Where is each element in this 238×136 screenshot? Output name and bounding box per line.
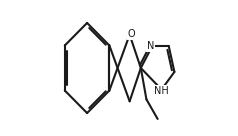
Text: N: N <box>147 41 155 51</box>
Text: NH: NH <box>154 86 169 96</box>
Text: O: O <box>127 29 135 39</box>
